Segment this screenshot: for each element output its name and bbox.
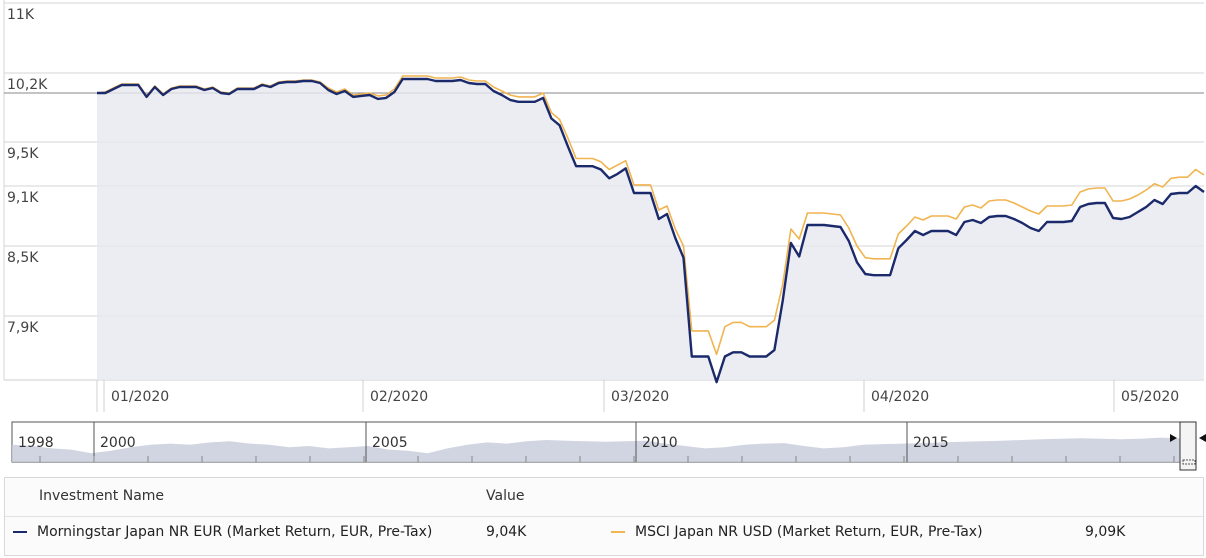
- legend-header-name: Investment Name: [39, 488, 165, 504]
- legend-table: Investment Name Value Morningstar Japan …: [4, 477, 1204, 556]
- series-line-0: [97, 77, 1205, 384]
- navigator-handle: [1179, 421, 1197, 471]
- x-tick-label-4: 05/2020: [1121, 389, 1179, 405]
- y-tick-label-2: 9,5K: [7, 146, 39, 162]
- y-axis-labels: 11K 10,2K 9,5K 9,1K 8,5K 7,9K: [7, 7, 48, 336]
- navigator-year-label-4: 2015: [913, 435, 949, 451]
- x-tick-label-0: 01/2020: [111, 389, 169, 405]
- y-tick-label-3: 9,1K: [7, 190, 39, 206]
- navigator-year-label-2: 2005: [372, 435, 408, 451]
- y-tick-label-5: 7,9K: [7, 320, 39, 336]
- navigator-right-arrow-icon: [1170, 434, 1177, 442]
- x-tick-label-3: 04/2020: [871, 389, 929, 405]
- y-tick-label-0: 11K: [7, 7, 35, 23]
- x-tick-label-2: 03/2020: [611, 389, 669, 405]
- navigator-year-label-3: 2010: [642, 435, 678, 451]
- legend-divider: [5, 516, 1203, 517]
- legend-label-morningstar: Morningstar Japan NR EUR (Market Return,…: [37, 524, 433, 540]
- legend-header-value: Value: [486, 488, 525, 504]
- navigator-grip-icon: [1182, 459, 1196, 465]
- navigator-left-arrow-icon: [1199, 434, 1206, 442]
- legend-item-morningstar[interactable]: Morningstar Japan NR EUR (Market Return,…: [13, 524, 432, 540]
- legend-swatch-morningstar: [13, 531, 27, 533]
- x-tick-label-1: 02/2020: [370, 389, 428, 405]
- navigator-year-label-0: 1998: [18, 435, 54, 451]
- legend-swatch-msci: [611, 531, 625, 533]
- time-navigator[interactable]: 1998 2000 2005 2010 2015: [11, 421, 1206, 471]
- y-tick-label-1: 10,2K: [7, 77, 48, 93]
- area-fill: [97, 79, 1204, 383]
- x-axis: 01/2020 02/2020 03/2020 04/2020 05/2020: [96, 380, 1179, 412]
- legend-item-msci[interactable]: MSCI Japan NR USD (Market Return, EUR, P…: [611, 524, 983, 540]
- legend-label-msci: MSCI Japan NR USD (Market Return, EUR, P…: [635, 524, 983, 540]
- plot-area[interactable]: [96, 75, 1205, 384]
- navigator-area: [12, 437, 1180, 462]
- navigator-year-label-1: 2000: [100, 435, 136, 451]
- legend-value-morningstar: 9,04K: [486, 524, 527, 540]
- y-tick-label-4: 8,5K: [7, 250, 39, 266]
- legend-value-msci: 9,09K: [1085, 524, 1126, 540]
